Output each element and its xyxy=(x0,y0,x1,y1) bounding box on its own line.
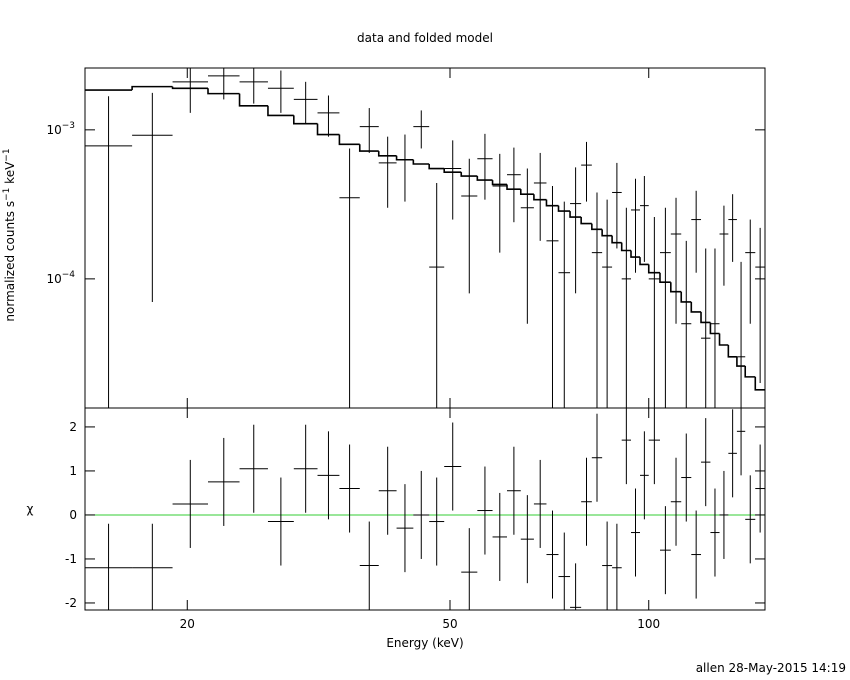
model-step xyxy=(316,123,340,136)
residual-tick-label: 2 xyxy=(69,420,77,434)
model-step xyxy=(207,88,240,95)
y-tick-exponent: −3 xyxy=(62,121,75,131)
x-axis-label: Energy (keV) xyxy=(386,636,463,650)
residual-tick-label: 1 xyxy=(69,464,77,478)
model-step xyxy=(545,199,559,207)
model-step xyxy=(580,217,592,225)
model-step xyxy=(630,250,641,258)
model-step xyxy=(519,189,534,195)
model-step xyxy=(395,155,414,161)
x-tick-label: 20 xyxy=(180,617,195,631)
model-step xyxy=(569,211,582,218)
model-step xyxy=(647,264,660,274)
model-step xyxy=(727,344,737,358)
model-step xyxy=(412,159,430,165)
model-step xyxy=(533,194,547,201)
y-tick-exponent: −4 xyxy=(62,270,76,280)
model-step xyxy=(476,176,493,181)
y-axis-label: normalized counts s−1 keV−1 xyxy=(2,148,17,321)
model-step xyxy=(754,376,765,391)
x-tick-label: 50 xyxy=(442,617,457,631)
model-step xyxy=(506,184,521,190)
residual-panel xyxy=(85,408,765,610)
model-step xyxy=(670,282,682,293)
model-step xyxy=(171,86,209,90)
model-step xyxy=(591,223,603,231)
model-step xyxy=(620,242,631,252)
model-step xyxy=(680,291,692,303)
x-tick-label: 100 xyxy=(637,617,660,631)
model-step xyxy=(736,356,746,367)
model-step xyxy=(700,311,711,324)
model-step xyxy=(338,134,360,146)
spectrum-panel xyxy=(85,68,765,408)
model-step xyxy=(358,144,379,152)
model-step xyxy=(659,272,671,283)
model-step xyxy=(639,257,649,266)
model-step xyxy=(460,172,478,177)
footer: allen 28-May-2015 14:19 xyxy=(696,661,846,675)
model-step xyxy=(238,93,268,107)
y-tick-label: 10−4 xyxy=(46,270,75,286)
chart-title: data and folded model xyxy=(357,31,493,45)
y-tick-base: 10 xyxy=(46,123,61,137)
model-step xyxy=(131,85,173,91)
model-step xyxy=(744,366,756,378)
model-step xyxy=(709,322,720,335)
model-step xyxy=(267,105,294,117)
residual-tick-label: 0 xyxy=(69,508,77,522)
model-step xyxy=(690,301,702,313)
residual-tick-label: -1 xyxy=(65,552,77,566)
model-step xyxy=(718,333,729,346)
model-step xyxy=(443,168,462,173)
residual-axis-label: χ xyxy=(27,502,34,516)
model-step xyxy=(491,180,508,186)
y-tick-base: 10 xyxy=(46,272,61,286)
model-step xyxy=(377,151,397,157)
model-step xyxy=(557,205,571,212)
bottom-frame xyxy=(84,407,766,611)
model-step xyxy=(293,115,318,125)
model-step xyxy=(611,235,622,244)
y-tick-label: 10−3 xyxy=(46,121,75,137)
model-step xyxy=(428,163,445,170)
residual-tick-label: -2 xyxy=(65,596,77,610)
model-step xyxy=(601,229,613,237)
